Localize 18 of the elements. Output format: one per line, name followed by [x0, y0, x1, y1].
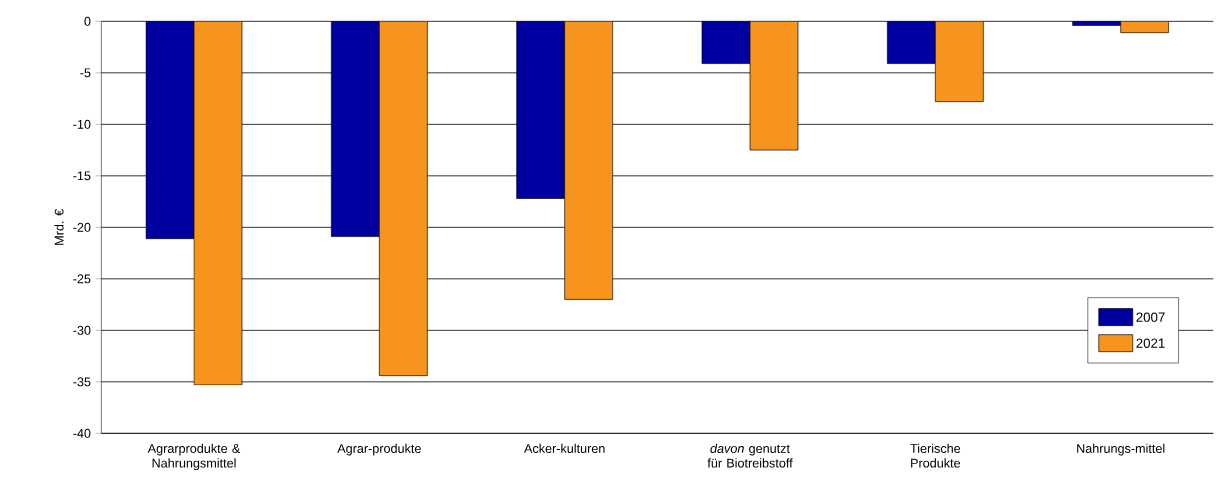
y-tick-label: -5: [80, 68, 91, 78]
x-tick-label: Tierische Produkte: [910, 443, 961, 468]
y-tick-label: -20: [73, 222, 91, 232]
y-axis-title: Mrd. €: [54, 209, 64, 245]
y-tick-label: -25: [73, 274, 91, 284]
x-tick-label: Acker-kulturen: [524, 443, 605, 453]
y-tick-label: 0: [84, 16, 91, 26]
x-tick-label: Nahrungs-mittel: [1077, 443, 1165, 456]
legend-label: 2021: [1136, 338, 1165, 348]
y-tick-label: -15: [73, 171, 91, 181]
y-tick-label: -30: [73, 325, 91, 335]
x-tick-label: Agrar-produkte: [337, 443, 421, 456]
x-tick-label: Agrarprodukte & Nahrungsmittel: [147, 443, 241, 471]
legend-label: 2007: [1136, 312, 1165, 322]
y-tick-label: -40: [73, 428, 91, 438]
y-tick-label: -35: [73, 377, 91, 387]
x-tick-label: davon genutzt für Biotreibstoff: [707, 443, 793, 468]
y-tick-label: -10: [73, 119, 91, 129]
